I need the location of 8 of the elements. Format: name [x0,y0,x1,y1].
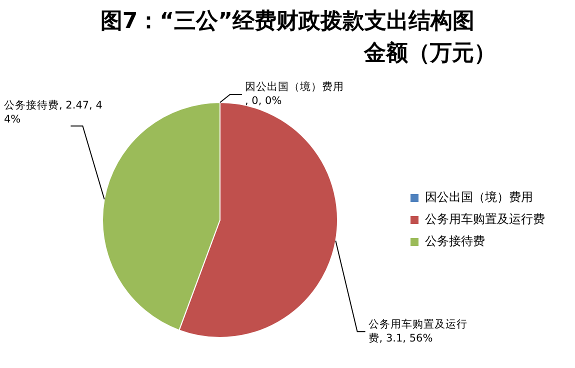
data-label: 公务用车购置及运行费, 3.1, 56% [368,317,468,344]
chart-subtitle: 金额（万元） [362,40,497,68]
data-label: 公务接待费, 2.47, 44% [4,98,103,126]
legend-label: 公务接待费 [425,234,485,248]
chart-title: 图7：“三公”经费财政拨款支出结构图 [99,8,476,36]
text: 因公出国（境）费用, 0, 0% [245,81,344,108]
legend-label: 公务用车购置及运行费 [425,212,545,226]
legend-label: 因公出国（境）费用 [425,190,533,204]
